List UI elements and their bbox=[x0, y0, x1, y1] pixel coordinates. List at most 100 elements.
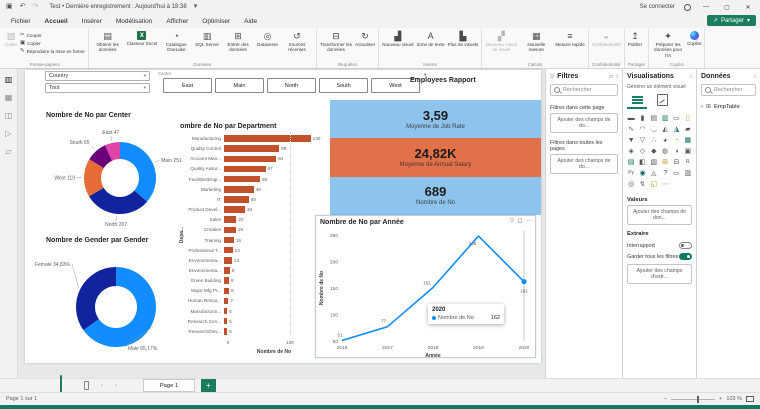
gauge-icon[interactable]: ◑ bbox=[671, 146, 681, 156]
redo-icon[interactable]: ↷ bbox=[33, 3, 39, 11]
line-chart-year-visual[interactable]: Nombre de No par Année ▽ ◻ ⋯ 25020015010… bbox=[315, 215, 536, 358]
clustered-bar-chart-icon[interactable]: ▤ bbox=[649, 113, 659, 123]
bar-row[interactable]: Environmenta...13 bbox=[178, 256, 330, 265]
menu-tab-afficher[interactable]: Afficher bbox=[159, 16, 195, 27]
line-chart[interactable]: 2502001501005020162017201820192020517715… bbox=[316, 216, 537, 359]
bar-row[interactable]: Manufacturin...5 bbox=[178, 307, 330, 316]
kpi-card[interactable]: 689Nombre de No bbox=[330, 177, 541, 215]
prepare-data-ai-button[interactable]: ✦Préparer les données pour l'IA bbox=[652, 30, 684, 58]
100-stacked-column-chart-icon[interactable]: ▯ bbox=[683, 113, 693, 123]
paste-button[interactable]: ▨Coller bbox=[5, 30, 17, 47]
document-title[interactable]: Test • Dernière enregistrement : Aujourd… bbox=[49, 4, 186, 10]
bar[interactable] bbox=[224, 227, 236, 234]
slicer-icon[interactable]: ▨ bbox=[649, 157, 659, 167]
page-tab[interactable]: Page 1 bbox=[143, 379, 195, 392]
table-item-emptable[interactable]: › ⊞ EmpTable bbox=[697, 98, 760, 115]
bar-row[interactable]: Marketing48 bbox=[178, 185, 330, 194]
keep-all-filters-toggle[interactable] bbox=[679, 253, 692, 260]
country-slicer-dropdown[interactable]: Tout▾ bbox=[45, 83, 150, 93]
transform-data-button[interactable]: ⊟Transformer les données bbox=[320, 30, 352, 53]
country-slicer-header[interactable]: Country▾ bbox=[45, 71, 150, 81]
bar-row[interactable]: Research/Dev...5 bbox=[178, 327, 330, 336]
undo-icon[interactable]: ↶ bbox=[20, 3, 26, 11]
bar[interactable] bbox=[224, 216, 236, 223]
card-icon[interactable]: ▣ bbox=[683, 146, 693, 156]
map-icon[interactable]: ◈ bbox=[626, 146, 636, 156]
chevron-right-icon[interactable]: › bbox=[701, 104, 703, 110]
menu-tab-modélisation[interactable]: Modélisation bbox=[109, 16, 160, 27]
get-data-button[interactable]: ▤Obtenir les données bbox=[92, 30, 124, 53]
bar[interactable] bbox=[224, 206, 245, 213]
zoom-slider[interactable] bbox=[671, 399, 715, 400]
bar-row[interactable]: Account Man...84 bbox=[178, 154, 330, 163]
minimize-button[interactable]: — bbox=[700, 4, 712, 10]
bar-row[interactable]: Quality Control89 bbox=[178, 144, 330, 153]
decomposition-tree-icon[interactable]: ◬ bbox=[649, 168, 659, 178]
kpi-card[interactable]: 3,59Moyenne de Job Rate bbox=[330, 100, 541, 138]
data-search-input[interactable]: Rechercher bbox=[701, 84, 756, 96]
refresh-button[interactable]: ↻Actualiser bbox=[355, 30, 375, 47]
sensitivity-button[interactable]: ◒Confidentialité bbox=[592, 30, 621, 47]
bar-chart-department-visual[interactable]: Nombre de No par Department Manufacturin… bbox=[178, 112, 330, 362]
report-view-button[interactable]: ▥ bbox=[0, 72, 17, 87]
eraser-icon[interactable]: ▱ bbox=[609, 74, 613, 80]
previous-page-arrow[interactable]: ‹ bbox=[101, 383, 103, 389]
bar[interactable] bbox=[224, 145, 279, 152]
close-button[interactable]: ✕ bbox=[742, 4, 754, 11]
r-script-visual-icon[interactable]: R bbox=[683, 157, 693, 167]
model-view-button[interactable]: ◫ bbox=[0, 108, 17, 123]
clustered-column-chart-icon[interactable]: ▥ bbox=[660, 113, 670, 123]
publish-button[interactable]: ↥Publier bbox=[628, 30, 642, 47]
menu-tab-aide[interactable]: Aide bbox=[237, 16, 264, 27]
bar[interactable] bbox=[224, 135, 311, 142]
azure-map-icon[interactable]: ◍ bbox=[660, 146, 670, 156]
copy-button[interactable]: ▣Copier bbox=[20, 40, 85, 46]
filters-all-pages-dropzone[interactable]: Ajouter des champs de do... bbox=[550, 154, 618, 174]
treemap-icon[interactable]: ▦ bbox=[683, 135, 693, 145]
visual-calc-button[interactable]: ▞Nouveau calcul de visuel bbox=[485, 30, 517, 53]
drillthrough-dropzone[interactable]: Ajouter des champs d'extr... bbox=[627, 264, 692, 284]
stacked-area-chart-icon[interactable]: ◡ bbox=[649, 124, 659, 134]
new-measure-button[interactable]: ▦Nouvelle mesure bbox=[520, 30, 552, 53]
bar[interactable] bbox=[224, 237, 234, 244]
bar-row[interactable]: Sales20 bbox=[178, 215, 330, 224]
arcgis-map-icon[interactable]: ◎ bbox=[626, 179, 636, 189]
next-page-arrow[interactable]: › bbox=[115, 383, 117, 389]
bar-row[interactable]: Quality Assur...67 bbox=[178, 164, 330, 173]
text-box-button[interactable]: AZone de texte bbox=[417, 30, 445, 47]
bar[interactable] bbox=[224, 257, 232, 264]
zoom-out-button[interactable]: − bbox=[664, 396, 667, 402]
focus-mode-icon[interactable]: ◻ bbox=[518, 218, 523, 224]
center-slicer-button-north[interactable]: North bbox=[267, 78, 316, 93]
kpi-card[interactable]: 24,82KMoyenne de Annual Salary bbox=[330, 138, 541, 176]
bar[interactable] bbox=[224, 166, 266, 173]
bar[interactable] bbox=[224, 186, 254, 193]
values-dropzone[interactable]: Ajouter des champs de don... bbox=[627, 205, 692, 225]
stacked-column-chart-icon[interactable]: ▮ bbox=[637, 113, 647, 123]
python-visual-icon[interactable]: Py bbox=[626, 168, 636, 178]
donut-slice-female[interactable] bbox=[76, 267, 116, 330]
qa-visual-icon[interactable]: ? bbox=[660, 168, 670, 178]
kpi-cards-visual[interactable]: 3,59Moyenne de Job Rate24,82KMoyenne de … bbox=[330, 100, 541, 215]
bar-row[interactable]: Green Building8 bbox=[178, 276, 330, 285]
line-and-stacked-column-chart-icon[interactable]: ◭ bbox=[660, 124, 670, 134]
table-icon[interactable]: ⊞ bbox=[660, 157, 670, 167]
account-icon[interactable] bbox=[684, 4, 691, 11]
bar[interactable] bbox=[224, 196, 249, 203]
stacked-bar-chart-icon[interactable]: ▬ bbox=[626, 113, 636, 123]
enter-data-button[interactable]: ⊞Entrer des données bbox=[222, 30, 254, 53]
filled-map-icon[interactable]: ◇ bbox=[637, 146, 647, 156]
onelake-button[interactable]: ◔Catalogue OneLake bbox=[160, 30, 192, 53]
report-page[interactable]: Country▾ Tout▾ Center EastMainNorthSouth… bbox=[25, 70, 541, 363]
report-canvas[interactable]: Country▾ Tout▾ Center EastMainNorthSouth… bbox=[18, 69, 545, 378]
donut-chart-gender-visual[interactable]: Nombre de Gender par Gender Male 65,17%F… bbox=[28, 233, 188, 359]
recent-sources-button[interactable]: ↺Sources récentes bbox=[281, 30, 313, 53]
bar-row[interactable]: Product Devel...34 bbox=[178, 205, 330, 214]
cross-report-toggle[interactable] bbox=[679, 242, 692, 249]
share-button[interactable]: ↗ Partager ▾ bbox=[707, 15, 756, 26]
collapse-pane-icon[interactable]: › bbox=[616, 74, 618, 80]
save-icon[interactable]: ▣ bbox=[6, 3, 13, 11]
menu-tab-accueil[interactable]: Accueil bbox=[38, 16, 75, 27]
bar[interactable] bbox=[224, 176, 260, 183]
bar-row[interactable]: Training16 bbox=[178, 236, 330, 245]
